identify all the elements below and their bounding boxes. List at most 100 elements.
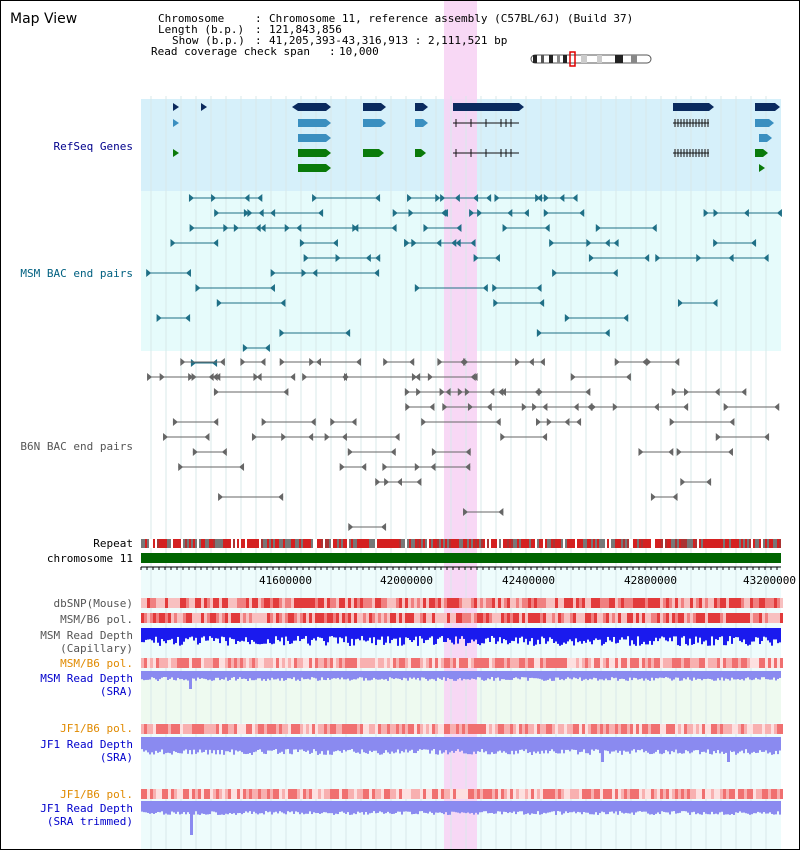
msm-sra-depth-bar <box>647 671 649 680</box>
repeat-segment <box>291 539 293 548</box>
jf1-depth-bar <box>161 737 163 750</box>
repeat-segment <box>447 539 449 548</box>
jf1-depth-bar <box>523 737 525 752</box>
msm-pol-sra-cell <box>528 658 531 668</box>
msm-cap-depth-bar <box>729 628 731 637</box>
repeat-segment <box>439 539 441 548</box>
jf1-depth-bar <box>229 737 231 753</box>
msm-cap-depth-bar <box>261 628 263 644</box>
msm-cap-depth-bar <box>433 628 435 645</box>
msm-pol-sra-cell <box>591 658 594 668</box>
msm-pol-sra-cell <box>465 658 468 668</box>
jf1-depth-bar <box>245 737 247 755</box>
jf1-depth-bar <box>195 737 197 754</box>
msm-pol-cell <box>366 613 369 623</box>
region-highlight <box>444 1 477 849</box>
msm-cap-depth-bar <box>735 628 737 638</box>
msm-sra-depth-bar <box>343 671 345 680</box>
repeat-segment <box>697 539 699 548</box>
msm-pol-sra-cell <box>606 658 609 668</box>
jf1-depth-bar <box>347 737 349 751</box>
b6n-bac-pair-end <box>180 358 186 366</box>
jf1-depth-bar <box>735 737 737 755</box>
repeat-segment <box>685 539 687 548</box>
msm-pol-sra-cell <box>312 658 315 668</box>
msm-pol-cell <box>378 613 381 623</box>
repeat-segment <box>181 539 183 548</box>
jf1-depth-bar <box>355 737 357 753</box>
jf1-depth-bar <box>571 737 573 750</box>
msm-sra-depth-bar <box>429 671 431 680</box>
jf1-trim-depth-bar <box>187 801 189 813</box>
gene-block-arrow <box>381 103 386 111</box>
msm-sra-depth-bar <box>601 671 603 680</box>
msm-cap-depth-bar <box>585 628 587 643</box>
msm-bac-pair-end <box>486 194 492 202</box>
repeat-segment <box>741 539 743 548</box>
msm-cap-depth-bar <box>665 628 667 641</box>
repeat-segment <box>169 539 171 548</box>
msm-cap-depth-bar <box>479 628 481 646</box>
repeat-segment <box>199 539 201 548</box>
msm-pol-cell <box>540 613 543 623</box>
dbsnp-cell <box>504 598 507 608</box>
dbsnp-cell <box>780 598 783 608</box>
jf1-depth-bar <box>755 737 757 754</box>
msm-pol-sra-cell <box>585 658 588 668</box>
jf1-depth-bar <box>463 737 465 754</box>
dbsnp-cell <box>306 598 309 608</box>
jf1-depth-bar <box>769 737 771 753</box>
msm-cap-depth-bar <box>253 628 255 642</box>
msm-pol-sra-cell <box>777 658 780 668</box>
msm-pol-cell <box>267 613 270 623</box>
repeat-segment <box>335 539 337 548</box>
jf1-pol-cell <box>315 724 318 734</box>
repeat-segment <box>395 539 397 548</box>
msm-pol-sra-cell <box>351 658 354 668</box>
jf1-depth-bar <box>771 737 773 755</box>
jf1-pol-trim-cell <box>624 789 627 799</box>
msm-pol-cell <box>675 613 678 623</box>
jf1-pol-trim-cell <box>348 789 351 799</box>
msm-bac-pair-end <box>223 224 229 232</box>
jf1-depth-bar <box>417 737 419 751</box>
dbsnp-cell <box>360 598 363 608</box>
jf1-trim-depth-bar <box>561 801 563 815</box>
jf1-depth-bar <box>503 737 505 752</box>
jf1-trim-depth-bar <box>169 801 171 815</box>
msm-sra-depth-bar <box>495 671 497 679</box>
jf1-pol-cell <box>618 724 621 734</box>
msm-sra-depth-bar <box>311 671 313 678</box>
jf1-depth-bar <box>691 737 693 753</box>
msm-pol-sra-cell <box>147 658 150 668</box>
msm-cap-depth-bar <box>383 628 385 645</box>
jf1-trim-depth-bar <box>273 801 275 813</box>
jf1-depth-bar <box>435 737 437 755</box>
dbsnp-cell <box>711 598 714 608</box>
jf1-depth-bar <box>169 737 171 754</box>
gene-block <box>673 103 709 111</box>
b6n-bac-pair-end <box>774 403 780 411</box>
jf1-pol-cell <box>462 724 465 734</box>
jf1-pol-cell <box>213 724 216 734</box>
jf1-pol-trim-cell <box>162 789 165 799</box>
jf1-pol-trim-cell <box>723 789 726 799</box>
msm-sra-depth-bar <box>525 671 527 678</box>
msm-sra-depth-bar <box>371 671 373 680</box>
msm-sra-depth-bar <box>691 671 693 681</box>
jf1-depth-bar <box>199 737 201 750</box>
msm-pol-sra-cell <box>339 658 342 668</box>
jf1-depth-bar <box>447 737 449 755</box>
msm-pol-cell <box>630 613 633 623</box>
msm-pol-sra-cell <box>327 658 330 668</box>
b6n-bac-pair-end <box>278 493 284 501</box>
dbsnp-cell <box>342 598 345 608</box>
msm-pol-cell <box>537 613 540 623</box>
jf1-trim-depth-bar <box>399 801 401 812</box>
jf1-depth-bar <box>437 737 439 755</box>
jf1-pol-trim-cell <box>189 789 192 799</box>
jf1-trim-depth-bar <box>707 801 709 815</box>
jf1-pol-cell <box>582 724 585 734</box>
gene-block <box>298 103 326 111</box>
